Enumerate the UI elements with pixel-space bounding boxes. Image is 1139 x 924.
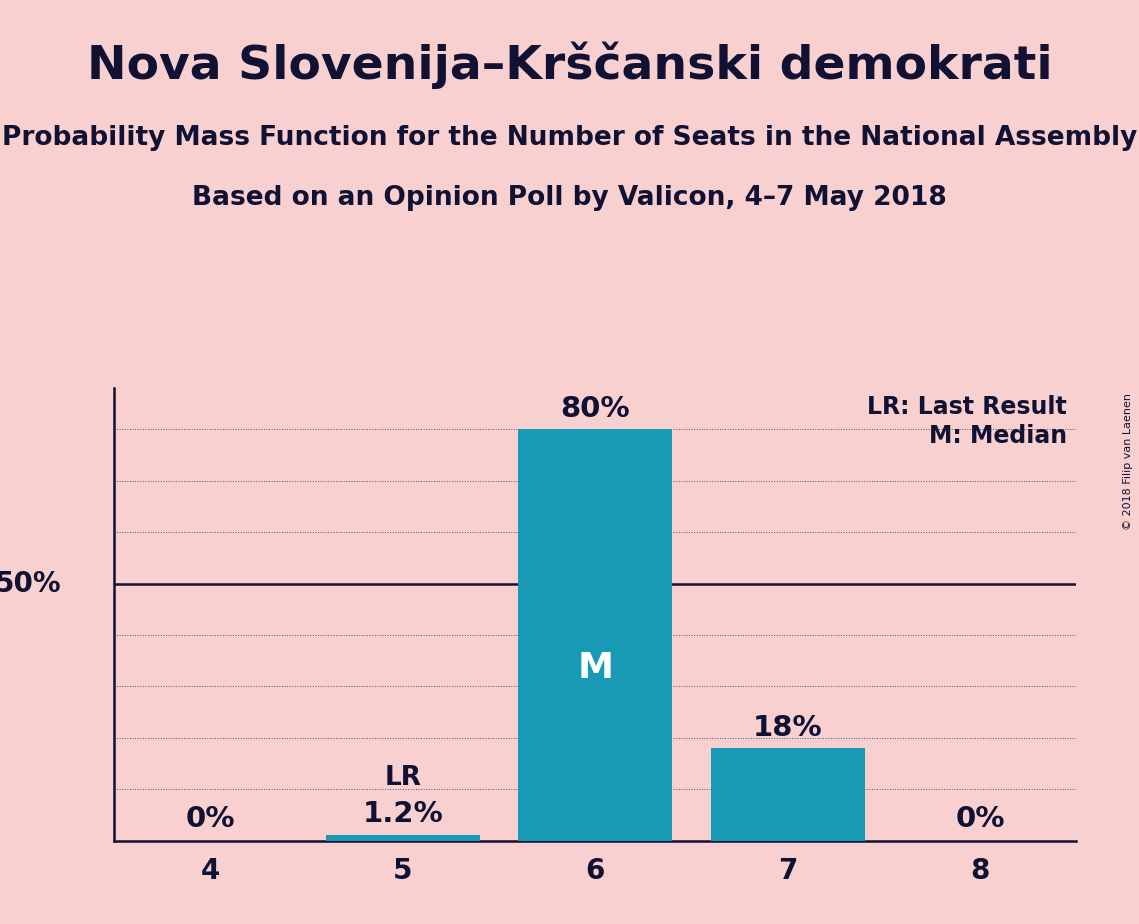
- Text: 0%: 0%: [956, 805, 1005, 833]
- Text: 0%: 0%: [186, 805, 235, 833]
- Text: Based on an Opinion Poll by Valicon, 4–7 May 2018: Based on an Opinion Poll by Valicon, 4–7…: [192, 185, 947, 211]
- Text: M: Median: M: Median: [928, 424, 1067, 448]
- Text: LR: Last Result: LR: Last Result: [867, 395, 1067, 419]
- Text: 18%: 18%: [753, 714, 822, 742]
- Text: 80%: 80%: [560, 395, 630, 423]
- Bar: [326, 834, 480, 841]
- Text: M: M: [577, 651, 613, 685]
- Text: 50%: 50%: [0, 569, 62, 598]
- Text: 1.2%: 1.2%: [362, 800, 443, 829]
- Text: LR: LR: [384, 765, 421, 791]
- Text: © 2018 Filip van Laenen: © 2018 Filip van Laenen: [1123, 394, 1133, 530]
- Bar: [711, 748, 865, 841]
- Bar: [518, 430, 672, 841]
- Text: Nova Slovenija–Krščanski demokrati: Nova Slovenija–Krščanski demokrati: [87, 42, 1052, 89]
- Text: Probability Mass Function for the Number of Seats in the National Assembly: Probability Mass Function for the Number…: [2, 125, 1137, 151]
